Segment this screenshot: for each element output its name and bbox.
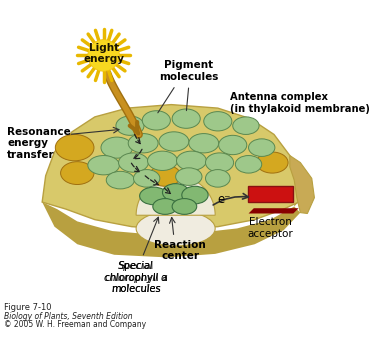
Ellipse shape — [147, 151, 177, 171]
Ellipse shape — [172, 109, 200, 128]
Text: © 2005 W. H. Freeman and Company: © 2005 W. H. Freeman and Company — [4, 320, 147, 329]
Ellipse shape — [88, 156, 120, 175]
Ellipse shape — [176, 168, 202, 185]
Ellipse shape — [176, 151, 206, 171]
Polygon shape — [290, 156, 299, 206]
Text: Antenna complex
(in thylakoid membrane): Antenna complex (in thylakoid membrane) — [230, 92, 370, 114]
Ellipse shape — [149, 165, 181, 186]
Polygon shape — [42, 105, 299, 229]
Ellipse shape — [55, 134, 94, 161]
Text: Biology of Plants, Seventh Edition: Biology of Plants, Seventh Edition — [4, 312, 133, 321]
Ellipse shape — [153, 199, 177, 214]
Circle shape — [88, 39, 120, 71]
Text: Pigment
molecules: Pigment molecules — [159, 60, 219, 82]
Ellipse shape — [233, 117, 259, 134]
Ellipse shape — [136, 211, 215, 246]
Polygon shape — [249, 208, 299, 214]
Ellipse shape — [235, 156, 262, 173]
Ellipse shape — [204, 111, 232, 131]
Ellipse shape — [182, 186, 208, 204]
Ellipse shape — [206, 169, 230, 187]
FancyBboxPatch shape — [248, 186, 293, 202]
Ellipse shape — [128, 134, 158, 153]
Ellipse shape — [116, 116, 144, 135]
Ellipse shape — [106, 171, 134, 189]
Text: Special
chlorophyll a
molecules: Special chlorophyll a molecules — [105, 261, 167, 294]
Ellipse shape — [256, 152, 288, 173]
Text: Resonance
energy
transfer: Resonance energy transfer — [7, 127, 71, 160]
Ellipse shape — [162, 184, 189, 201]
Text: Special
chlorophyll α
molecules: Special chlorophyll α molecules — [104, 261, 168, 294]
Ellipse shape — [101, 137, 133, 158]
Ellipse shape — [118, 153, 149, 172]
Text: Electron
acceptor: Electron acceptor — [248, 217, 293, 239]
Wedge shape — [136, 176, 215, 215]
Polygon shape — [42, 202, 300, 257]
Polygon shape — [290, 156, 314, 214]
Ellipse shape — [206, 153, 234, 172]
Ellipse shape — [189, 134, 219, 153]
Ellipse shape — [140, 187, 168, 205]
Ellipse shape — [142, 111, 170, 130]
Ellipse shape — [159, 132, 189, 151]
Text: Reaction
center: Reaction center — [154, 240, 206, 261]
Ellipse shape — [61, 162, 94, 185]
Ellipse shape — [172, 199, 197, 214]
Ellipse shape — [249, 139, 275, 156]
Ellipse shape — [219, 135, 247, 155]
Ellipse shape — [133, 169, 160, 187]
Text: e⁻: e⁻ — [218, 193, 231, 206]
Text: Light
energy: Light energy — [83, 43, 124, 64]
Text: Figure 7-10: Figure 7-10 — [4, 303, 52, 312]
